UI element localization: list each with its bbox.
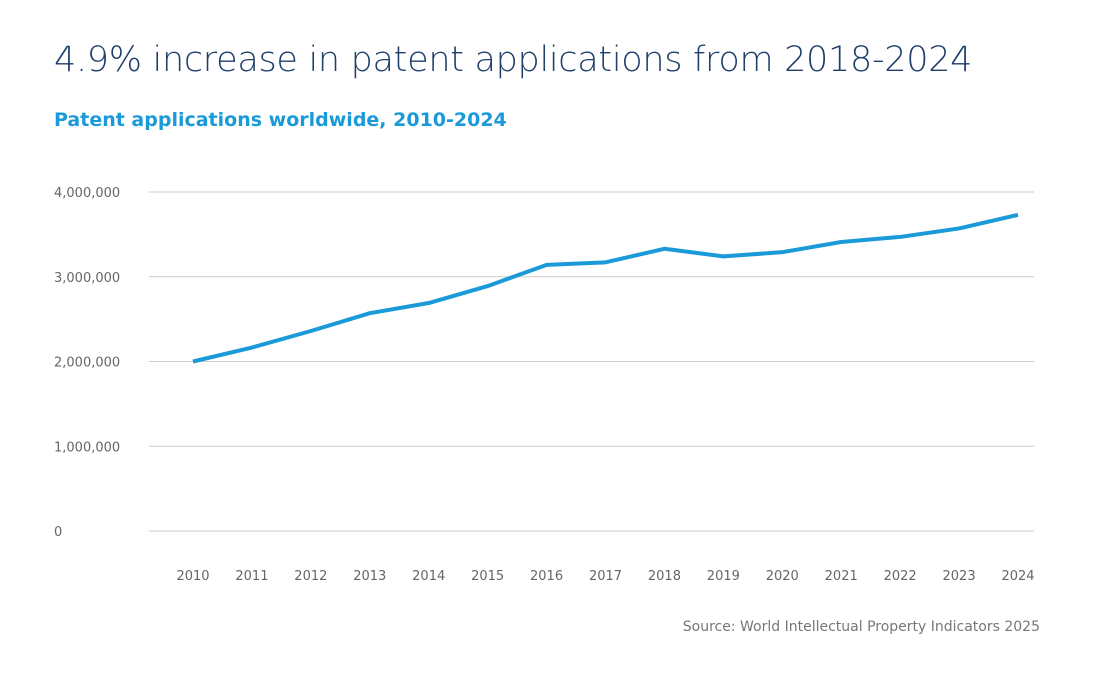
x-tick-label: 2012 xyxy=(294,569,327,584)
x-tick-label: 2017 xyxy=(589,569,622,584)
source-note: Source: World Intellectual Property Indi… xyxy=(682,619,1040,635)
x-tick-label: 2015 xyxy=(471,569,504,584)
chart-subtitle: Patent applications worldwide, 2010-2024 xyxy=(54,109,507,131)
y-tick-label: 4,000,000 xyxy=(54,186,120,201)
x-tick-label: 2020 xyxy=(766,569,799,584)
chart-title: 4.9% increase in patent applications fro… xyxy=(54,40,973,80)
x-tick-label: 2024 xyxy=(1001,569,1034,584)
x-tick-label: 2023 xyxy=(943,569,976,584)
x-tick-label: 2019 xyxy=(707,569,740,584)
x-tick-label: 2021 xyxy=(825,569,858,584)
x-tick-label: 2016 xyxy=(530,569,563,584)
y-tick-label: 2,000,000 xyxy=(54,356,120,371)
x-tick-label: 2018 xyxy=(648,569,681,584)
series-line xyxy=(192,212,1019,364)
x-tick-label: 2022 xyxy=(884,569,917,584)
x-tick-label: 2013 xyxy=(353,569,386,584)
y-tick-label: 0 xyxy=(54,525,62,540)
x-tick-label: 2010 xyxy=(176,569,209,584)
y-tick-label: 1,000,000 xyxy=(54,440,120,455)
y-tick-label: 3,000,000 xyxy=(54,271,120,286)
x-tick-label: 2011 xyxy=(235,569,268,584)
x-tick-label: 2014 xyxy=(412,569,445,584)
